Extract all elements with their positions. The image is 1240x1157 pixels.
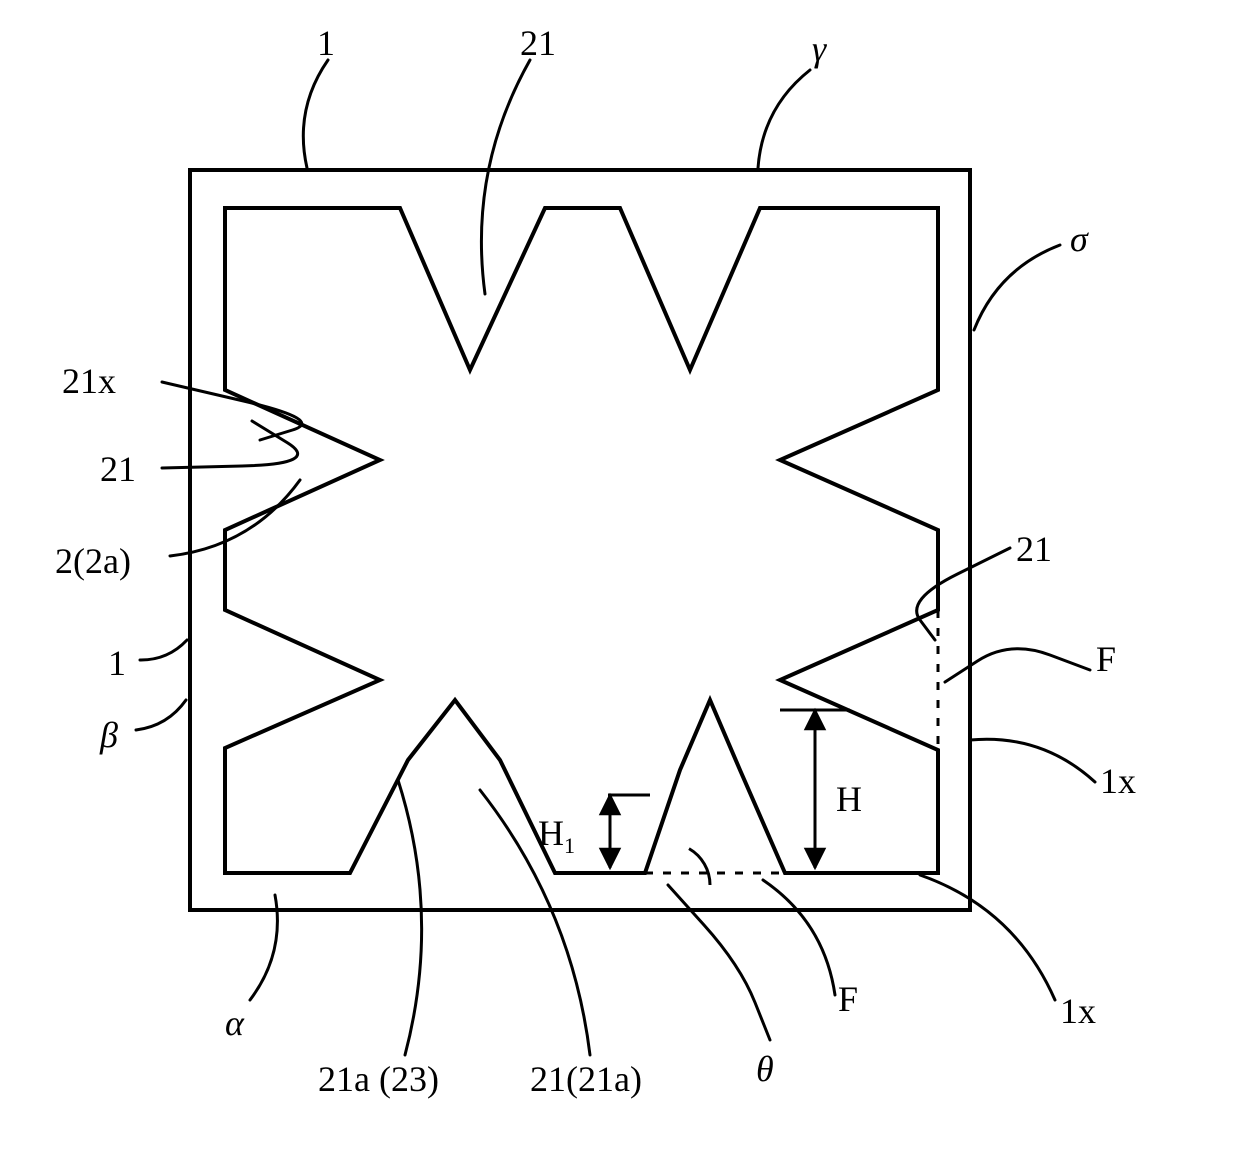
label-l_21_r: 21 [1016, 528, 1052, 570]
label-l_alpha: α [225, 1002, 244, 1044]
label-l_sigma: σ [1070, 218, 1088, 260]
diagram-canvas: 1 21 γ σ 21x 21 2(2a) 1 β α 21a (23) 21(21a) θ F 1x 1x F… [0, 0, 1240, 1157]
label-l_1x_r: 1x [1100, 760, 1136, 802]
leader-l_beta [136, 700, 186, 730]
label-l_21x: 21x [62, 360, 116, 402]
label-l_21a23: 21a (23) [318, 1058, 439, 1100]
label-l_21_left: 21 [100, 448, 136, 490]
label-l_21_top: 21 [520, 22, 556, 64]
label-l_F_r: F [1096, 638, 1116, 680]
leader-l_1x_br [920, 875, 1055, 1000]
label-l_1_top: 1 [317, 22, 335, 64]
inner-profile [225, 208, 938, 873]
label-l_1x_br: 1x [1060, 990, 1096, 1032]
leader-l_21_r [917, 548, 1010, 640]
leader-l_sigma [974, 245, 1060, 330]
leader-l_F_r [945, 649, 1090, 682]
leader-l_F_bot [763, 880, 835, 995]
label-l_2_2a: 2(2a) [55, 540, 131, 582]
label-l_1_left: 1 [108, 642, 126, 684]
label-l_21_21a: 21(21a) [530, 1058, 642, 1100]
theta-arc [689, 849, 710, 885]
leader-l_21a23 [398, 780, 422, 1055]
leader-l_1_top [303, 60, 328, 168]
diagram-svg [0, 0, 1240, 1157]
label-l_theta: θ [756, 1048, 774, 1090]
leader-l_1x_r [970, 739, 1095, 782]
label-l_F_bot: F [838, 978, 858, 1020]
label-l_beta: β [100, 714, 118, 756]
leader-l_1_left [140, 640, 187, 660]
leader-l_21_left [162, 421, 298, 468]
leader-l_gamma [758, 70, 810, 168]
dim-label-H: H [836, 778, 862, 820]
leader-l_21x [162, 382, 302, 440]
label-l_gamma: γ [812, 28, 826, 70]
dim-label-H1: H1 [538, 812, 575, 859]
